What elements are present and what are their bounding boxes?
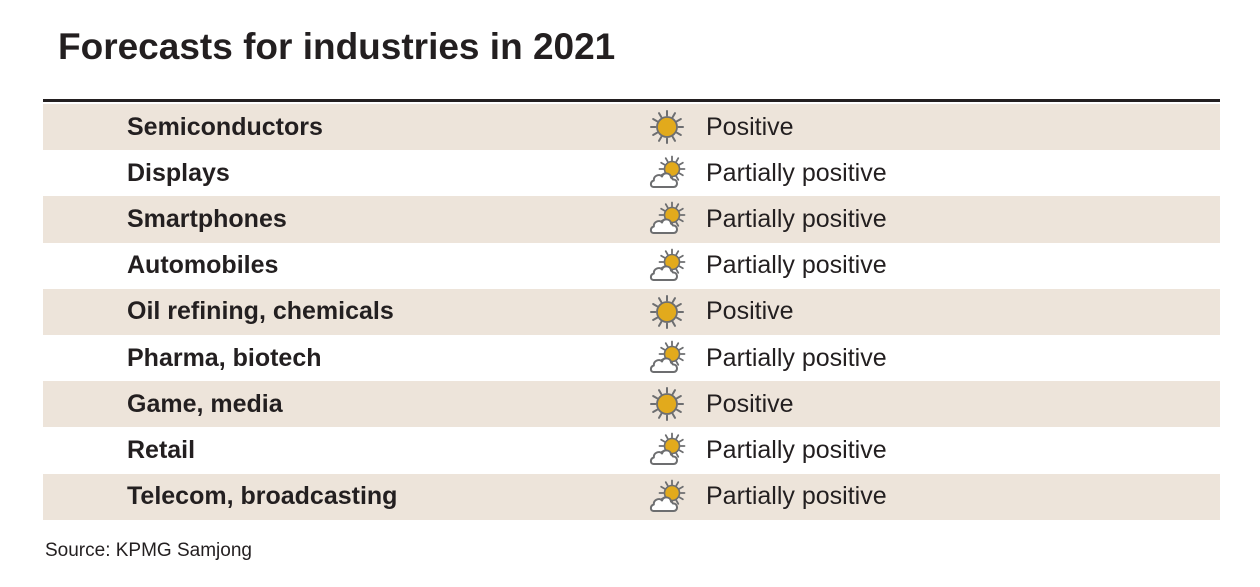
table-row: Pharma, biotech Partially positive bbox=[43, 335, 1220, 381]
sun-icon bbox=[648, 385, 686, 423]
table-row: Game, media Positive bbox=[43, 381, 1220, 428]
table-row: Automobiles Partially positive bbox=[43, 243, 1220, 289]
source-note: Source: KPMG Samjong bbox=[45, 540, 252, 561]
sun-icon bbox=[648, 108, 686, 146]
forecast-label: Partially positive bbox=[706, 251, 887, 280]
industry-label: Oil refining, chemicals bbox=[127, 297, 394, 326]
sun-behind-cloud-icon bbox=[648, 339, 686, 377]
page-title: Forecasts for industries in 2021 bbox=[58, 26, 616, 67]
forecast-label: Positive bbox=[706, 389, 794, 418]
industry-label: Retail bbox=[127, 435, 196, 464]
industry-label: Smartphones bbox=[127, 204, 287, 233]
sun-behind-cloud-icon bbox=[648, 154, 686, 192]
forecast-label: Partially positive bbox=[706, 204, 887, 233]
sun-behind-cloud-icon bbox=[648, 478, 686, 516]
forecast-table: Semiconductors Positive Displays Partial… bbox=[43, 104, 1220, 520]
sun-behind-cloud-icon bbox=[648, 247, 686, 285]
industry-label: Displays bbox=[127, 158, 230, 187]
forecast-label: Partially positive bbox=[706, 343, 887, 372]
top-divider bbox=[43, 99, 1220, 102]
sun-icon bbox=[648, 293, 686, 331]
table-row: Retail Partially positive bbox=[43, 427, 1220, 473]
forecast-label: Partially positive bbox=[706, 435, 887, 464]
industry-label: Telecom, broadcasting bbox=[127, 482, 398, 511]
table-row: Smartphones Partially positive bbox=[43, 196, 1220, 243]
table-row: Oil refining, chemicals Positive bbox=[43, 288, 1220, 335]
sun-behind-cloud-icon bbox=[648, 431, 686, 469]
sun-behind-cloud-icon bbox=[648, 200, 686, 238]
industry-label: Game, media bbox=[127, 389, 283, 418]
forecast-label: Positive bbox=[706, 112, 794, 141]
forecast-label: Partially positive bbox=[706, 158, 887, 187]
table-row: Semiconductors Positive bbox=[43, 104, 1220, 151]
forecast-label: Positive bbox=[706, 297, 794, 326]
forecast-label: Partially positive bbox=[706, 482, 887, 511]
table-row: Displays Partially positive bbox=[43, 150, 1220, 196]
table-row: Telecom, broadcasting Partially positive bbox=[43, 473, 1220, 520]
industry-label: Automobiles bbox=[127, 251, 279, 280]
industry-label: Pharma, biotech bbox=[127, 343, 322, 372]
industry-label: Semiconductors bbox=[127, 112, 323, 141]
